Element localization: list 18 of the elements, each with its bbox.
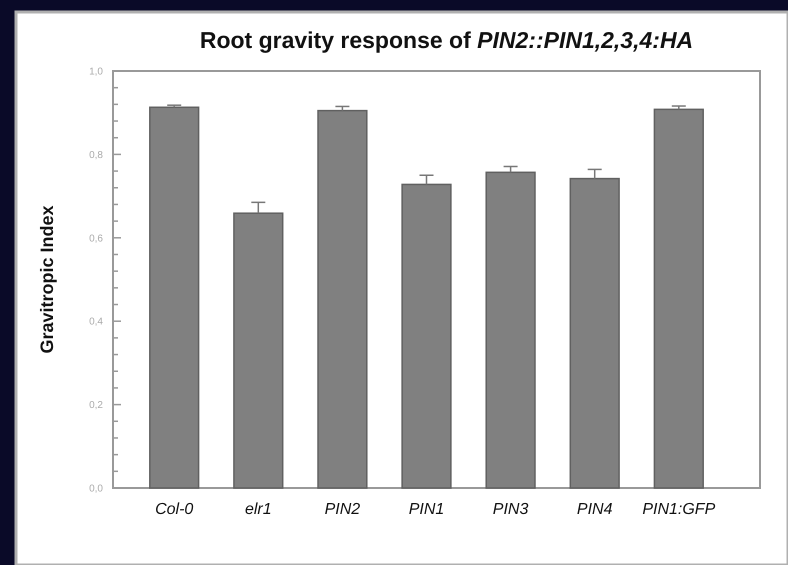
y-tick-label: 0,8 [89, 150, 104, 161]
x-tick-label: elr1 [244, 501, 272, 518]
x-tick-label: PIN3 [492, 501, 528, 518]
y-tick-label: 0,0 [89, 484, 104, 494]
x-tick-label: PIN1:GFP [642, 501, 716, 518]
y-tick-label: 1,0 [89, 66, 104, 78]
chart-title: Root gravity response of PIN2::PIN1,2,3,4:HA [200, 27, 694, 53]
bar [317, 110, 368, 489]
bar [149, 106, 200, 489]
x-tick-label: PIN1 [408, 501, 444, 518]
x-tick-label: Col-0 [155, 501, 194, 518]
x-tick-label: PIN2 [324, 501, 360, 518]
y-tick-label: 0,6 [89, 233, 104, 244]
y-tick-label: 0,2 [89, 400, 104, 412]
y-tick-label: 0,4 [89, 316, 104, 328]
x-tick-label: PIN4 [576, 501, 613, 518]
y-axis-title: Gravitropic Index [37, 205, 57, 354]
bar [654, 108, 704, 489]
